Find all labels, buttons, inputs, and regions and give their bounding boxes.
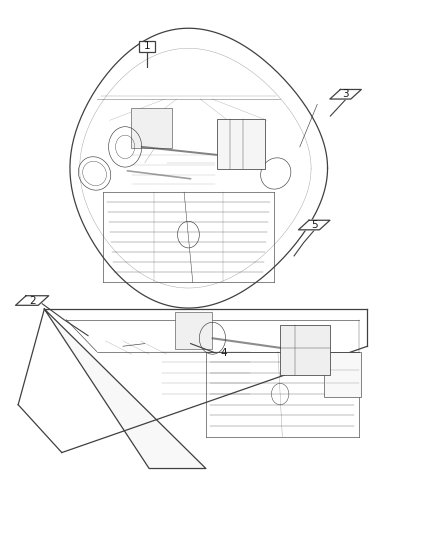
Text: 4: 4 xyxy=(220,348,227,358)
Bar xyxy=(217,119,265,169)
Text: 2: 2 xyxy=(29,295,35,305)
FancyBboxPatch shape xyxy=(139,41,155,52)
Bar xyxy=(131,108,172,148)
Polygon shape xyxy=(15,296,49,305)
Polygon shape xyxy=(330,90,361,99)
Bar xyxy=(280,325,330,375)
Bar xyxy=(175,312,212,349)
Text: 1: 1 xyxy=(144,42,150,51)
Polygon shape xyxy=(44,309,206,469)
Polygon shape xyxy=(298,220,330,230)
Text: 5: 5 xyxy=(311,220,318,230)
Text: 3: 3 xyxy=(343,89,349,99)
Bar xyxy=(324,352,361,397)
